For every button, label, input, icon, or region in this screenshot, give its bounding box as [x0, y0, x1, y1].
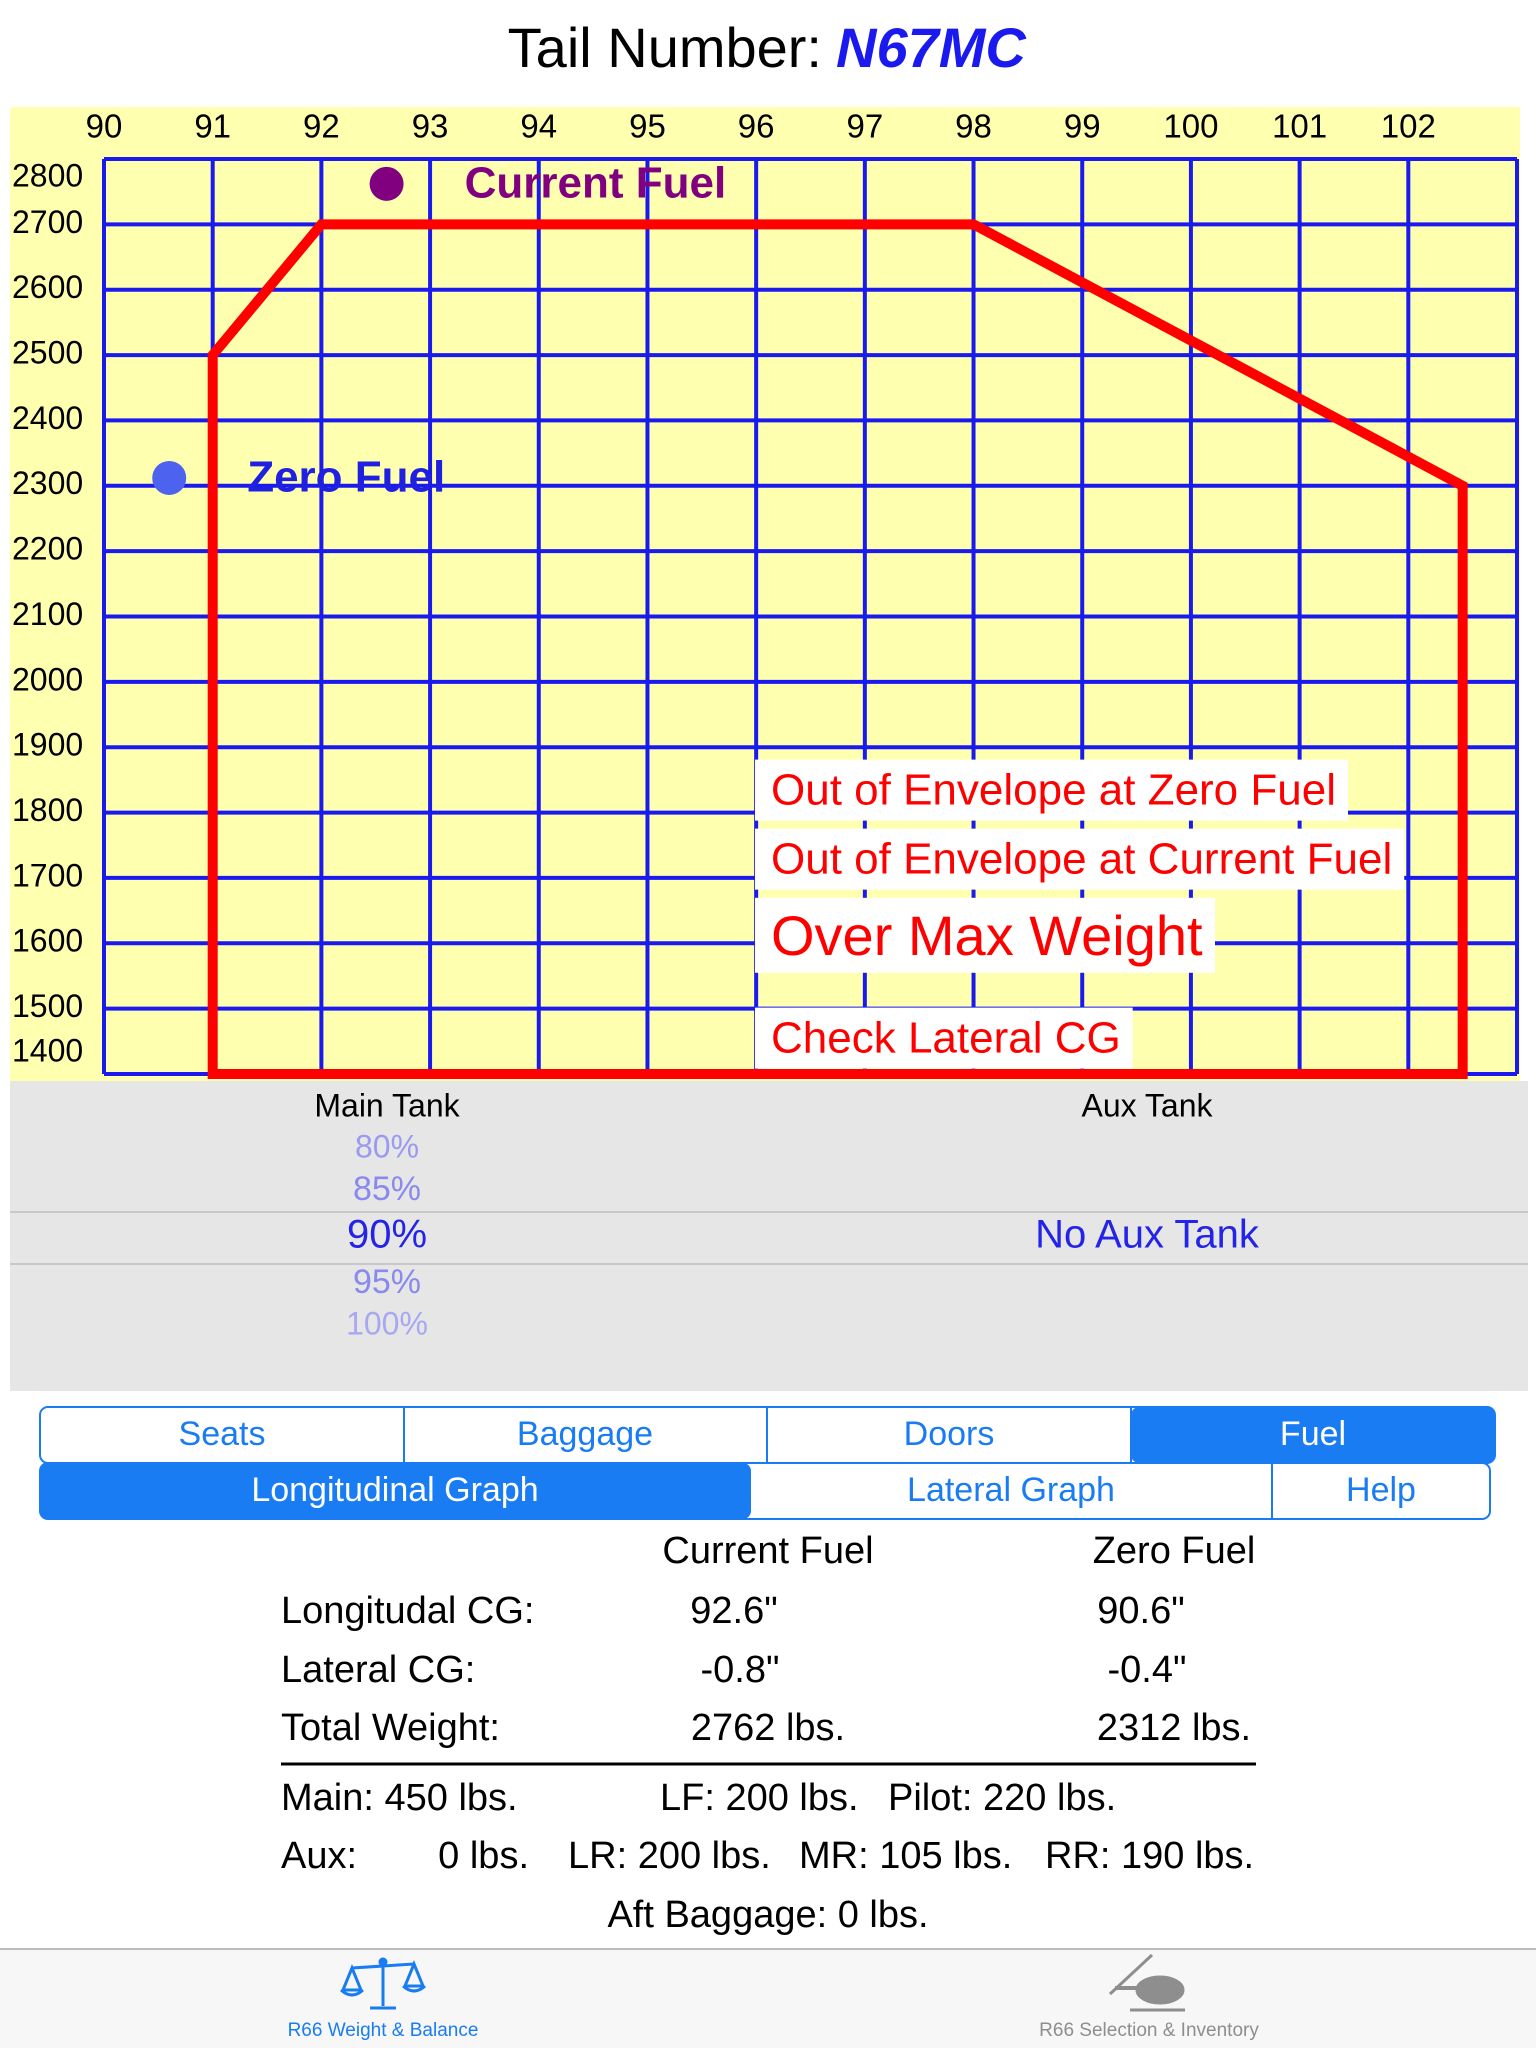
- cell: 2312 lbs.: [1097, 1707, 1251, 1749]
- y-tick-label: 2700: [12, 204, 83, 240]
- envelope: [207, 219, 1468, 1079]
- y-tick-label: 2500: [12, 335, 83, 371]
- y-tick-label: 1800: [12, 792, 83, 828]
- cell: 90.6": [1097, 1590, 1184, 1632]
- cell: 92.6": [690, 1590, 777, 1632]
- y-tick-label: 2800: [12, 157, 83, 193]
- warning: Out of Envelope at Current Fuel: [755, 828, 1405, 890]
- warning-box: [755, 1007, 1133, 1069]
- column-header: Current Fuel: [662, 1530, 873, 1572]
- picker-option[interactable]: 100%: [346, 1305, 428, 1341]
- summary-item: Aft Baggage: 0 lbs.: [607, 1894, 928, 1936]
- x-tick-label: 94: [520, 108, 557, 145]
- segment[interactable]: Baggage: [517, 1415, 653, 1453]
- y-tick-label: 2300: [12, 465, 83, 501]
- point-label: Zero Fuel: [247, 453, 445, 502]
- x-tick-label: 100: [1163, 108, 1218, 145]
- picker-option-selected[interactable]: 90%: [347, 1213, 427, 1257]
- y-tick-label: 2400: [12, 400, 83, 436]
- picker-option[interactable]: 80%: [355, 1128, 419, 1164]
- segment[interactable]: Doors: [904, 1415, 995, 1453]
- point-label: Current Fuel: [465, 158, 727, 207]
- cg-point: [369, 166, 404, 201]
- summary-item: Aux:: [281, 1835, 357, 1877]
- column-header: Zero Fuel: [1093, 1530, 1256, 1572]
- x-tick-label: 96: [738, 108, 775, 145]
- tab-label[interactable]: R66 Weight & Balance: [288, 2020, 479, 2041]
- x-tick-label: 97: [846, 108, 883, 145]
- helicopter-icon[interactable]: [1108, 1953, 1185, 2012]
- cg-point: [152, 460, 187, 495]
- warning: Over Max Weight: [755, 897, 1215, 973]
- warning-text: Check Lateral CG: [771, 1014, 1121, 1063]
- scale-icon[interactable]: [339, 1957, 427, 2010]
- picker-option-selected[interactable]: No Aux Tank: [1035, 1213, 1260, 1257]
- tab-label[interactable]: R66 Selection & Inventory: [1039, 2020, 1259, 2041]
- y-tick-label: 2100: [12, 596, 83, 632]
- summary-item: Pilot: 220 lbs.: [888, 1777, 1116, 1819]
- warning-box: [755, 759, 1348, 821]
- y-tick-label: 1700: [12, 857, 83, 893]
- summary-item: LF: 200 lbs.: [660, 1777, 859, 1819]
- segment[interactable]: Help: [1346, 1471, 1416, 1509]
- picker-option[interactable]: 95%: [353, 1263, 421, 1301]
- picker-title: Aux Tank: [1081, 1087, 1213, 1123]
- y-tick-label: 2000: [12, 661, 83, 697]
- y-tick-label: 2200: [12, 531, 83, 567]
- segment-selected: [40, 1463, 751, 1519]
- header-label: Tail Number:: [508, 16, 822, 79]
- cell: -0.8": [701, 1649, 780, 1691]
- segment-selected: [1131, 1407, 1495, 1463]
- y-tick-label: 1500: [12, 988, 83, 1024]
- y-tick-label: 2600: [12, 269, 83, 305]
- tab-bar: [0, 1949, 1536, 2048]
- row-label: Lateral CG:: [281, 1649, 475, 1691]
- picker-title: Main Tank: [314, 1087, 460, 1123]
- warning-text: Over Max Weight: [771, 904, 1203, 967]
- warning-box: [755, 897, 1215, 973]
- x-tick-label: 92: [303, 108, 340, 145]
- row-label: Longitudal CG:: [281, 1590, 535, 1632]
- cell: -0.4": [1108, 1649, 1187, 1691]
- chart: 90 91 92 93 94 95 96 97 98 99 100 101 102 1400 1500 160…: [10, 107, 1520, 1081]
- y-tick-label: 1400: [12, 1032, 83, 1068]
- x-tick-label: 99: [1064, 108, 1101, 145]
- summary-item: Main: 450 lbs.: [281, 1777, 518, 1819]
- summary-item: 0 lbs.: [438, 1835, 529, 1877]
- y-tick-label: 1600: [12, 923, 83, 959]
- picker-option[interactable]: 85%: [353, 1170, 421, 1208]
- tail-number: N67MC: [836, 16, 1027, 79]
- warning-text: Out of Envelope at Zero Fuel: [771, 766, 1336, 815]
- x-tick-label: 98: [955, 108, 992, 145]
- warning: Out of Envelope at Zero Fuel: [755, 759, 1348, 821]
- segment[interactable]: Longitudinal Graph: [251, 1471, 538, 1509]
- cell: 2762 lbs.: [691, 1707, 845, 1749]
- row-label: Total Weight:: [281, 1707, 500, 1749]
- picker-bg: [10, 1081, 1528, 1391]
- x-tick-label: 101: [1272, 108, 1327, 145]
- x-tick-label: 90: [86, 108, 123, 145]
- segment[interactable]: Lateral Graph: [907, 1471, 1115, 1509]
- segment[interactable]: Seats: [179, 1415, 266, 1453]
- x-tick-label: 95: [629, 108, 666, 145]
- summary-item: RR: 190 lbs.: [1045, 1835, 1254, 1877]
- y-tick-label: 1900: [12, 727, 83, 763]
- x-tick-label: 91: [194, 108, 231, 145]
- segment[interactable]: Fuel: [1280, 1415, 1346, 1453]
- x-tick-label: 102: [1381, 108, 1436, 145]
- warning-text: Out of Envelope at Current Fuel: [771, 835, 1392, 884]
- summary-item: LR: 200 lbs.: [568, 1835, 771, 1877]
- summary-item: MR: 105 lbs.: [799, 1835, 1012, 1877]
- warning: Check Lateral CG: [755, 1007, 1133, 1069]
- warning-box: [755, 828, 1405, 890]
- x-tick-label: 93: [412, 108, 449, 145]
